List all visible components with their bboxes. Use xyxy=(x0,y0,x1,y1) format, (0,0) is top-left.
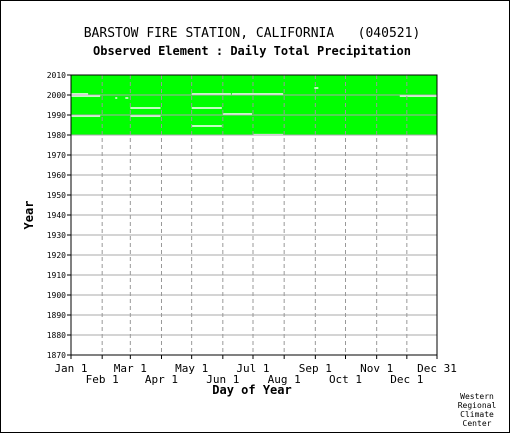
y-tick-label: 1920 xyxy=(47,251,66,260)
credit-line: Center xyxy=(463,419,492,428)
y-tick-label: 1990 xyxy=(47,111,66,120)
y-tick-label: 1880 xyxy=(47,331,66,340)
x-tick-label: Jul 1 xyxy=(236,362,269,375)
x-tick-label: Dec 1 xyxy=(390,373,423,386)
credit-line: Western xyxy=(460,392,494,401)
plot-border xyxy=(70,74,438,356)
x-tick-label: Oct 1 xyxy=(329,373,362,386)
y-tick-label: 1950 xyxy=(47,191,66,200)
x-tick-label: May 1 xyxy=(175,362,208,375)
y-tick-label: 1890 xyxy=(47,311,66,320)
x-tick-label: Sep 1 xyxy=(299,362,332,375)
x-tick-label: Dec 31 xyxy=(417,362,457,375)
x-tick-label: Mar 1 xyxy=(114,362,147,375)
y-tick-label: 1960 xyxy=(47,171,66,180)
x-tick-label: Apr 1 xyxy=(145,373,178,386)
y-tick-label: 2000 xyxy=(47,91,66,100)
y-axis-label: Year xyxy=(22,201,36,230)
y-tick-label: 1870 xyxy=(47,351,66,360)
credit-line: Regional xyxy=(458,401,497,410)
chart-title: BARSTOW FIRE STATION, CALIFORNIA (040521… xyxy=(84,26,421,41)
credit-line: Climate xyxy=(460,410,494,419)
y-tick-label: 1980 xyxy=(47,131,66,140)
chart-subtitle: Observed Element : Daily Total Precipita… xyxy=(93,44,411,58)
x-tick-label: Jun 1 xyxy=(206,373,239,386)
y-tick-label: 2010 xyxy=(47,71,66,80)
y-tick-label: 1930 xyxy=(47,231,66,240)
x-axis-label: Day of Year xyxy=(212,383,291,397)
y-tick-label: 1910 xyxy=(47,271,66,280)
x-tick-label: Jan 1 xyxy=(54,362,87,375)
y-tick-label: 1900 xyxy=(47,291,66,300)
y-tick-label: 1970 xyxy=(47,151,66,160)
x-tick-label: Aug 1 xyxy=(268,373,301,386)
data-available-block xyxy=(71,75,437,135)
plot-area: 2010 2000 1990 1980 1970 1960 1950 1940 1930 1920… xyxy=(47,71,457,386)
x-tick-label: Feb 1 xyxy=(86,373,119,386)
x-tick-label: Nov 1 xyxy=(360,362,393,375)
y-tick-label: 1940 xyxy=(47,211,66,220)
wrcc-credit: Western Regional Climate Center xyxy=(458,392,497,428)
